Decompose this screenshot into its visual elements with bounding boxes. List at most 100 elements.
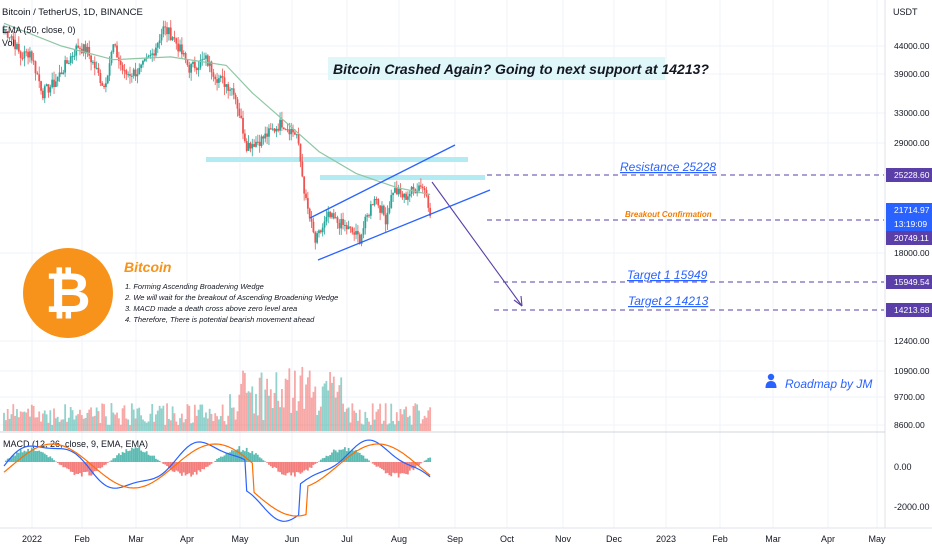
volume-bar xyxy=(155,414,157,431)
candle-body xyxy=(82,44,85,54)
author-tag[interactable]: Roadmap by JM xyxy=(765,373,873,391)
macd-bar xyxy=(125,449,128,462)
macd-bar xyxy=(47,457,50,462)
volume-bar xyxy=(399,408,402,431)
macd-bar xyxy=(216,458,218,462)
price-tick-label: 39000.00 xyxy=(894,69,930,79)
volume-bar xyxy=(308,370,311,431)
candle-body xyxy=(427,195,430,208)
volume-bar xyxy=(325,380,328,431)
macd-bar xyxy=(23,450,26,462)
candle-body xyxy=(366,215,369,217)
candle-body xyxy=(273,128,276,132)
volume-bar xyxy=(403,409,406,431)
arrowhead-icon xyxy=(513,295,523,307)
volume-bar xyxy=(125,418,128,431)
candle-body xyxy=(123,70,126,72)
candle-body xyxy=(301,161,304,177)
candle-body xyxy=(269,128,272,130)
candle-body xyxy=(4,30,7,32)
candle-body xyxy=(127,74,130,76)
time-axis[interactable]: 2022 Feb Mar Apr May Jun Jul Aug Sep Oct Nov Dec 202… xyxy=(22,534,886,544)
candle-body xyxy=(175,38,178,44)
volume-bar xyxy=(130,403,133,431)
projection-arrow[interactable] xyxy=(431,181,523,307)
macd-bar xyxy=(90,462,92,476)
candle-body xyxy=(155,47,157,56)
wedge-upper-line[interactable] xyxy=(309,144,456,219)
candle-body xyxy=(6,31,9,38)
volume-bar xyxy=(373,419,376,431)
volume-bar xyxy=(366,417,369,431)
candle-body xyxy=(221,76,224,78)
volume-bar xyxy=(129,424,131,431)
candle-body xyxy=(386,212,389,225)
macd-bar xyxy=(379,462,382,468)
candle-body xyxy=(219,76,222,79)
symbol-title: Bitcoin / TetherUS, 1D, BINANCE xyxy=(2,7,143,18)
candle-body xyxy=(268,128,270,137)
macd-bar xyxy=(321,458,324,462)
macd-bar xyxy=(134,447,137,462)
candle-body xyxy=(266,133,268,137)
macd-bar xyxy=(203,462,206,470)
macd-bar xyxy=(190,462,193,477)
candle-body xyxy=(275,128,278,132)
volume-bar xyxy=(110,403,113,431)
macd-bar xyxy=(45,454,48,462)
volume-bar xyxy=(73,419,76,431)
macd-bar xyxy=(99,462,102,469)
macd-bar xyxy=(293,462,296,477)
candle-body xyxy=(364,216,367,229)
candle-body xyxy=(169,27,172,41)
macd-bar xyxy=(399,462,402,474)
candle-body xyxy=(255,141,257,147)
macd-bar xyxy=(127,451,130,462)
time-tick-label: Oct xyxy=(500,534,515,544)
volume-bar xyxy=(95,407,98,431)
candle-body xyxy=(390,195,393,208)
volume-bar xyxy=(303,408,306,431)
volume-bar xyxy=(197,409,200,431)
candle-body xyxy=(17,43,20,52)
macd-tick-neg: -2000.00 xyxy=(894,502,930,512)
volume-bar xyxy=(162,405,165,431)
price-tag xyxy=(886,231,932,245)
volume-bar xyxy=(60,419,63,431)
volume-bar xyxy=(318,410,320,431)
macd-bar xyxy=(344,447,346,462)
price-axis[interactable]: 44000.00 39000.00 33000.00 29000.00 25228.60… xyxy=(886,41,932,430)
candle-body xyxy=(162,26,165,35)
macd-bar xyxy=(4,460,7,462)
volume-bar xyxy=(242,370,244,431)
candle-body xyxy=(203,58,206,60)
ema-legend: EMA (50, close, 0) xyxy=(2,25,76,35)
candle-body xyxy=(130,75,133,77)
macd-bar xyxy=(71,462,74,473)
macd-bar xyxy=(397,462,400,478)
candle-body xyxy=(205,55,207,59)
macd-bar xyxy=(30,447,33,462)
candle-body xyxy=(281,119,283,128)
time-tick-label: Mar xyxy=(765,534,781,544)
volume-bar xyxy=(19,411,22,431)
candle-body xyxy=(95,67,98,69)
macd-bar xyxy=(268,462,270,465)
macd-bar xyxy=(69,462,72,472)
volume-bar xyxy=(134,418,137,431)
time-tick-label: Feb xyxy=(74,534,90,544)
macd-bar xyxy=(142,451,144,462)
volume-bar xyxy=(56,416,59,431)
volume-bar xyxy=(80,415,83,431)
volume-bar xyxy=(136,408,139,431)
candle-body xyxy=(264,133,267,139)
currency-label: USDT xyxy=(893,7,918,17)
volume-bar xyxy=(229,394,231,431)
volume-bar xyxy=(316,415,319,431)
candle-body xyxy=(216,79,218,83)
candle-body xyxy=(171,37,174,41)
wedge-lower-line[interactable] xyxy=(317,189,491,261)
volume-bar xyxy=(364,411,367,431)
volume-bar xyxy=(179,418,181,431)
